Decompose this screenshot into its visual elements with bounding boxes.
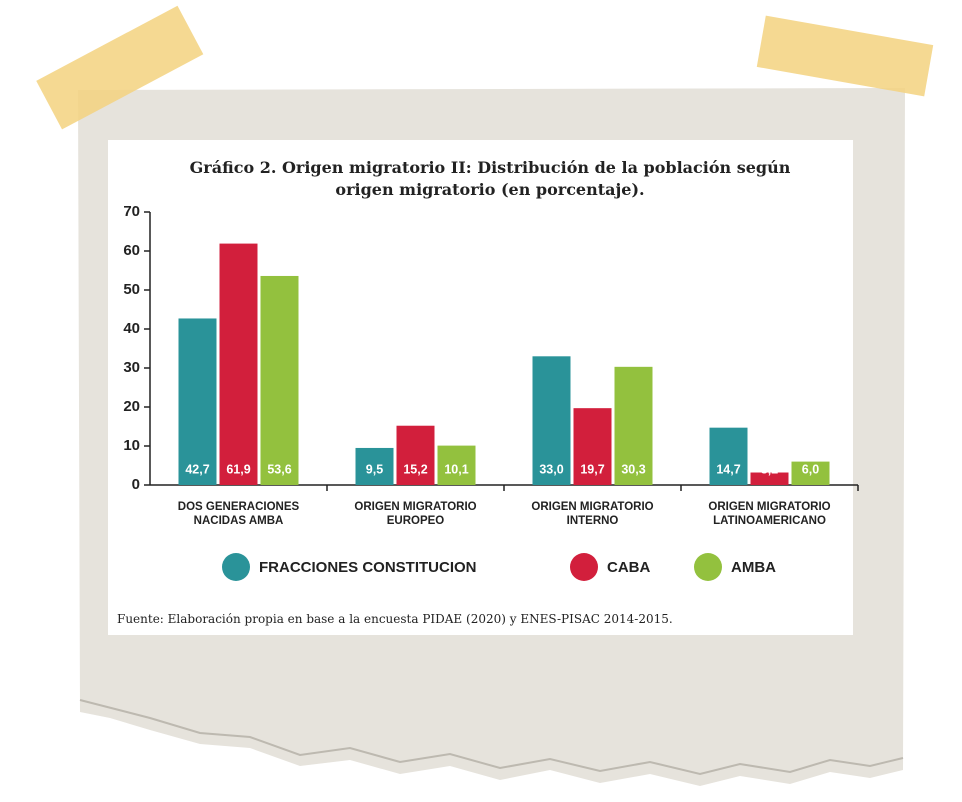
bar [396,425,435,485]
x-tick-label: ORIGEN MIGRATORIO EUROPEO [354,501,477,527]
tape [756,15,934,97]
data-label: 30,3 [621,462,645,476]
legend-label: AMBA [731,559,776,576]
y-tick-label: 70 [123,203,140,220]
data-label: 61,9 [226,462,250,476]
chart-title: Gráfico 2. Origen migratorio II: Distrib… [189,158,791,199]
legend-label: FRACCIONES CONSTITUCION [259,559,477,576]
bar [614,366,653,485]
bar [219,243,258,485]
data-label: 53,6 [267,462,291,476]
data-label: 10,1 [444,462,468,476]
y-tick-label: 60 [123,242,140,259]
y-tick-label: 40 [123,320,140,337]
paper-edge [79,699,904,776]
legend-label: CABA [607,559,650,576]
bar [709,427,748,485]
bar [532,356,571,485]
bar [178,318,217,485]
data-label: 15,2 [403,462,427,476]
bar [573,408,612,485]
y-tick-label: 10 [123,437,140,454]
bar [355,447,394,485]
bar [750,472,789,485]
data-label: 42,7 [185,462,209,476]
data-label: 9,5 [366,462,383,476]
x-tick-label: ORIGEN MIGRATORIO LATINOAMERICANO [708,501,831,527]
bar [260,275,299,485]
data-label: 6,0 [802,462,819,476]
x-tick-label: DOS GENERACIONES NACIDAS AMBA [177,501,300,527]
y-tick-label: 50 [123,281,140,298]
data-label: 14,7 [716,462,740,476]
y-tick-label: 0 [132,476,140,493]
bar [437,445,476,485]
legend-swatch [222,553,250,581]
tape [36,5,204,130]
bar [791,461,830,485]
x-tick-label: ORIGEN MIGRATORIO INTERNO [531,501,654,527]
legend-swatch [570,553,598,581]
y-tick-label: 20 [123,398,140,415]
data-label: 33,0 [539,462,563,476]
source-note: Fuente: Elaboración propia en base a la … [117,612,673,626]
data-label: 3,2 [761,462,778,476]
data-label: 19,7 [580,462,604,476]
legend-swatch [694,553,722,581]
y-tick-label: 30 [123,359,140,376]
